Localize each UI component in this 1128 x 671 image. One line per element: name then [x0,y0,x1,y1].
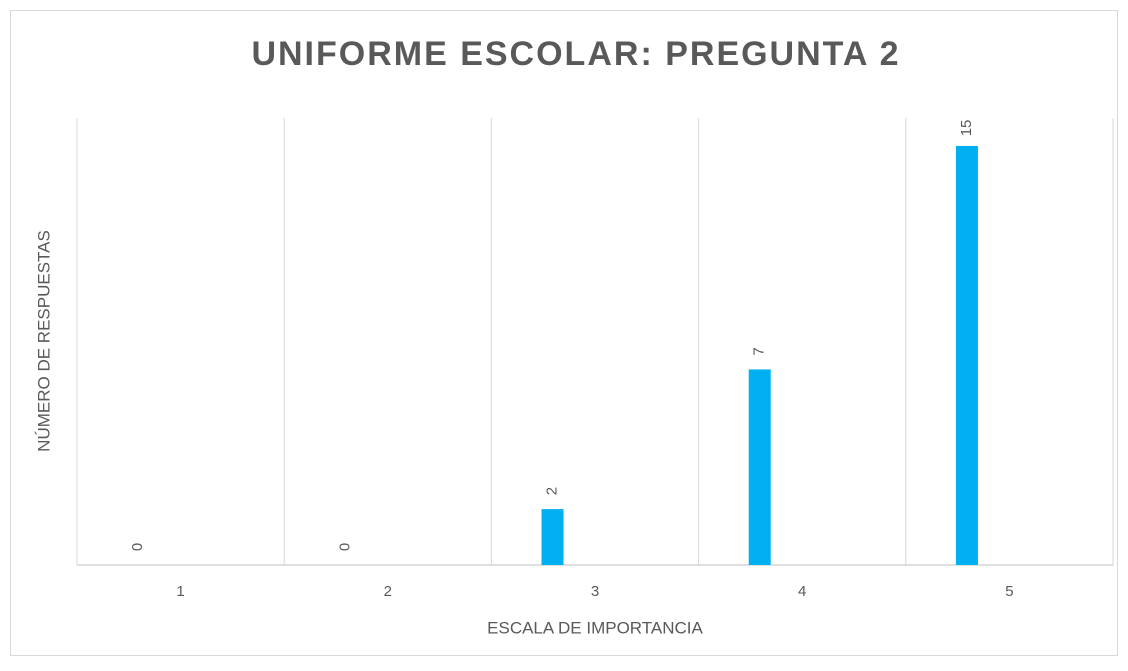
x-axis-title: ESCALA DE IMPORTANCIA [487,618,703,637]
data-label: 2 [543,487,560,495]
x-tick-label: 4 [798,583,806,600]
data-label: 0 [129,543,146,551]
x-tick-label: 5 [1005,583,1013,600]
bar [955,145,978,565]
x-tick-label: 2 [384,583,392,600]
chart-border [10,10,1118,656]
bar [541,509,564,565]
bar [748,369,771,565]
y-axis-title: NÚMERO DE RESPUESTAS [34,230,53,452]
x-tick-label: 3 [591,583,599,600]
data-label: 15 [958,120,975,137]
data-label: 0 [336,543,353,551]
chart-title: UNIFORME ESCOLAR: PREGUNTA 2 [251,35,900,73]
data-label: 7 [751,347,768,355]
x-tick-label: 1 [176,583,184,600]
